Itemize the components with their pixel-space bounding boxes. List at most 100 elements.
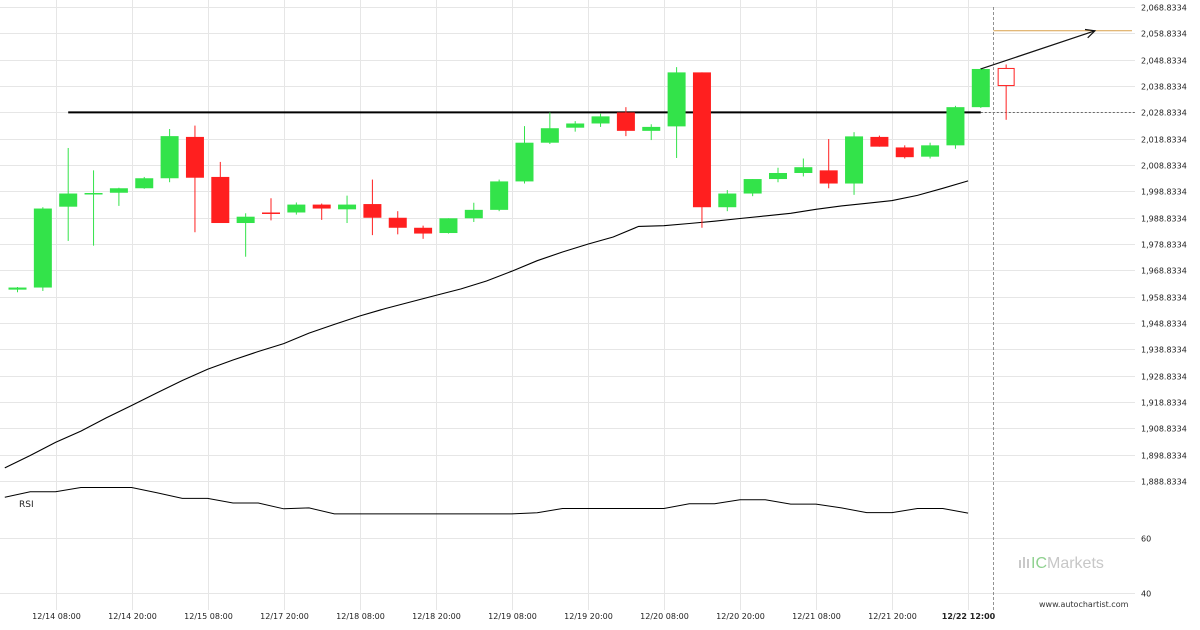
- y-tick-label: 2,018.8334: [1141, 136, 1187, 145]
- candle: [946, 105, 965, 149]
- candle-body: [464, 209, 483, 219]
- candle: [616, 107, 635, 137]
- y-tick-label: 1,908.8334: [1141, 425, 1187, 434]
- y-tick-label: 2,048.8334: [1141, 57, 1187, 66]
- logo-markets: Markets: [1047, 555, 1104, 572]
- candle-body: [388, 217, 407, 228]
- x-tick-label: 12/17 20:00: [260, 612, 309, 621]
- candle-body: [819, 170, 838, 184]
- candle: [33, 207, 52, 291]
- candle-body: [490, 181, 509, 210]
- x-tick-label: 12/21 20:00: [868, 612, 917, 621]
- y-tick-label: 1,958.8334: [1141, 294, 1187, 303]
- candle-body: [109, 188, 128, 193]
- x-tick-label: 12/14 20:00: [108, 612, 157, 621]
- moving-average-line: [4, 180, 969, 469]
- candle-body: [59, 193, 78, 207]
- brand-logo: ICMarkets: [1019, 555, 1104, 572]
- candle: [160, 129, 179, 183]
- candle-body: [997, 67, 1015, 87]
- candle-body: [84, 193, 103, 195]
- candle-body: [185, 136, 204, 178]
- candle-body: [515, 142, 534, 182]
- candle: [566, 121, 585, 132]
- candle: [971, 67, 990, 108]
- candle: [591, 113, 610, 127]
- candle-body: [921, 145, 940, 157]
- candle-body: [718, 193, 737, 208]
- candle-body: [439, 218, 458, 234]
- logo-bars-icon: [1019, 557, 1029, 568]
- candle-body: [33, 208, 52, 288]
- candle: [667, 67, 686, 158]
- candle: [211, 161, 230, 224]
- y-tick-label: 2,038.8334: [1141, 83, 1187, 92]
- rsi-line: [4, 487, 969, 515]
- candle-body: [946, 107, 965, 146]
- candle-body: [338, 204, 357, 210]
- candle-body: [211, 176, 230, 224]
- candle: [794, 158, 813, 177]
- candle: [997, 64, 1015, 120]
- rsi-label: RSI: [19, 500, 34, 510]
- price-panel: [4, 7, 1135, 610]
- x-tick-label: 12/20 20:00: [716, 612, 765, 621]
- candle-body: [794, 167, 813, 173]
- x-tick-label: 12/15 08:00: [184, 612, 233, 621]
- candle-body: [642, 126, 661, 131]
- candle: [59, 147, 78, 241]
- candle: [414, 225, 433, 239]
- candle: [236, 213, 255, 257]
- candle-body: [414, 227, 433, 234]
- y-axis: 2,068.8334 2,058.8334 2,048.8334 2,038.8334…: [1141, 4, 1187, 599]
- projection-arrow-line: [980, 30, 1096, 70]
- y-tick-label: 1,888.8334: [1141, 478, 1187, 487]
- candle: [338, 195, 357, 224]
- candle: [895, 145, 914, 159]
- candle-body: [135, 178, 154, 189]
- candle: [287, 202, 306, 215]
- candle: [8, 287, 27, 293]
- x-tick-label: 12/18 20:00: [412, 612, 461, 621]
- candle: [743, 179, 762, 197]
- candle: [692, 72, 711, 228]
- y-tick-label: 1,998.8334: [1141, 188, 1187, 197]
- candle: [642, 124, 661, 141]
- candle-body: [845, 136, 864, 184]
- y-tick-label: 1,918.8334: [1141, 399, 1187, 408]
- candle: [870, 135, 889, 147]
- logo-ic: IC: [1031, 555, 1047, 572]
- candle: [921, 142, 940, 159]
- projection-arrow-head: [1084, 28, 1097, 39]
- candle: [262, 198, 280, 221]
- candle-body: [160, 136, 179, 179]
- candle-body: [566, 123, 585, 128]
- x-tick-label: 12/14 08:00: [32, 612, 81, 621]
- candle-body: [540, 128, 559, 143]
- candle: [439, 218, 458, 234]
- candle: [718, 190, 737, 212]
- candle: [312, 203, 331, 220]
- candle-body: [667, 72, 686, 127]
- y-tick-label: 1,928.8334: [1141, 373, 1187, 382]
- rsi-tick-label: 60: [1141, 535, 1151, 544]
- candle-body: [971, 68, 990, 108]
- candle: [845, 132, 864, 195]
- candle: [185, 125, 204, 233]
- candle-body: [870, 136, 889, 147]
- x-tick-label: 12/21 08:00: [792, 612, 841, 621]
- x-tick-label: 12/19 20:00: [564, 612, 613, 621]
- candle-body: [769, 172, 787, 180]
- candle-body: [287, 204, 306, 213]
- y-tick-label: 2,068.8334: [1141, 4, 1187, 13]
- y-tick-label: 1,898.8334: [1141, 452, 1187, 461]
- y-tick-label: 1,978.8334: [1141, 241, 1187, 250]
- candle-body: [312, 204, 331, 209]
- candle-body: [363, 204, 382, 218]
- candle-body: [236, 216, 255, 224]
- candle: [84, 170, 103, 246]
- candle: [540, 112, 559, 145]
- candle: [819, 139, 838, 189]
- candle-body: [8, 287, 27, 290]
- candle-body: [895, 147, 914, 158]
